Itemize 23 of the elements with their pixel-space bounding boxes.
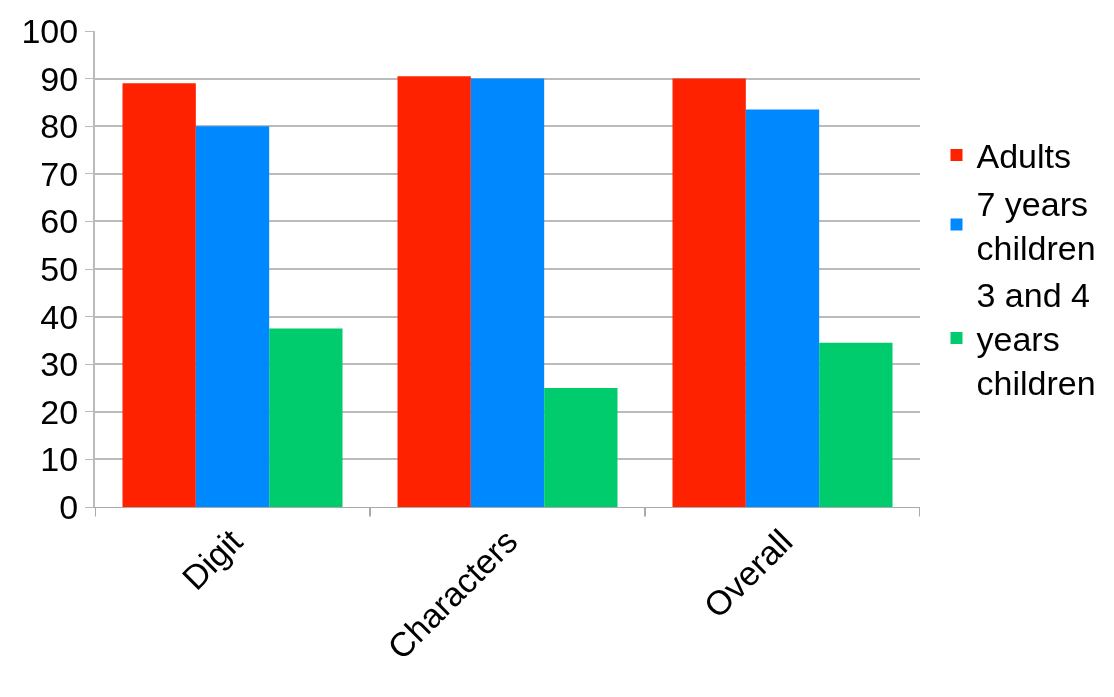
y-tick-label: 90 [40,59,79,98]
y-tick-label: 20 [40,392,79,431]
y-tick-label: 60 [40,202,79,241]
y-tick-label: 70 [40,154,79,193]
bar [470,78,545,507]
y-tick-label: 0 [59,487,79,526]
bar [745,109,820,507]
y-tick-label: 30 [40,345,79,384]
legend-label: 7 years children [976,184,1096,267]
bar [195,126,270,507]
y-tick-label: 100 [21,11,79,50]
y-tick-label: 10 [40,440,79,479]
y-tick-label: 50 [40,249,79,288]
bar [122,83,196,507]
legend-label: 3 and 4 years children [976,275,1096,403]
bar [397,76,471,507]
y-tick-label: 40 [40,297,79,336]
bar [819,342,893,507]
bar [544,388,618,507]
bar [672,78,746,507]
bar [269,328,343,507]
legend-label: Adults [976,137,1071,176]
y-tick-label: 80 [40,107,79,146]
